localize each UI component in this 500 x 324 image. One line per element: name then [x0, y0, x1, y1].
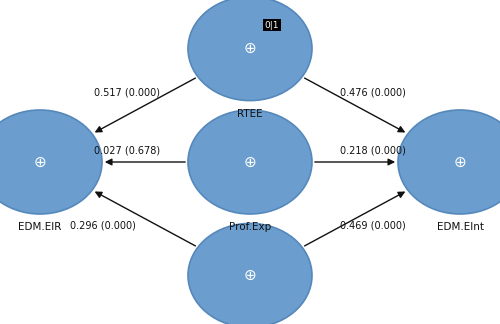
- Ellipse shape: [188, 110, 312, 214]
- Text: RTEE: RTEE: [237, 109, 263, 119]
- Text: 0.517 (0.000): 0.517 (0.000): [94, 87, 160, 97]
- Text: ⊕: ⊕: [244, 268, 256, 283]
- Text: 0.218 (0.000): 0.218 (0.000): [340, 146, 406, 156]
- Text: ⊕: ⊕: [244, 41, 256, 56]
- Text: Prof.Exp: Prof.Exp: [229, 222, 271, 232]
- Text: 0.027 (0.678): 0.027 (0.678): [94, 146, 160, 156]
- Text: EDM.EInt: EDM.EInt: [436, 222, 484, 232]
- Text: 0.296 (0.000): 0.296 (0.000): [70, 220, 136, 230]
- Ellipse shape: [398, 110, 500, 214]
- Text: ⊕: ⊕: [454, 155, 466, 169]
- Ellipse shape: [188, 224, 312, 324]
- Ellipse shape: [0, 110, 102, 214]
- Ellipse shape: [188, 0, 312, 100]
- Text: 0|1: 0|1: [264, 21, 279, 30]
- Text: EDM.EIR: EDM.EIR: [18, 222, 62, 232]
- Text: 0.476 (0.000): 0.476 (0.000): [340, 87, 406, 97]
- Text: 0.469 (0.000): 0.469 (0.000): [340, 220, 406, 230]
- Text: ⊕: ⊕: [244, 155, 256, 169]
- Text: ⊕: ⊕: [34, 155, 46, 169]
